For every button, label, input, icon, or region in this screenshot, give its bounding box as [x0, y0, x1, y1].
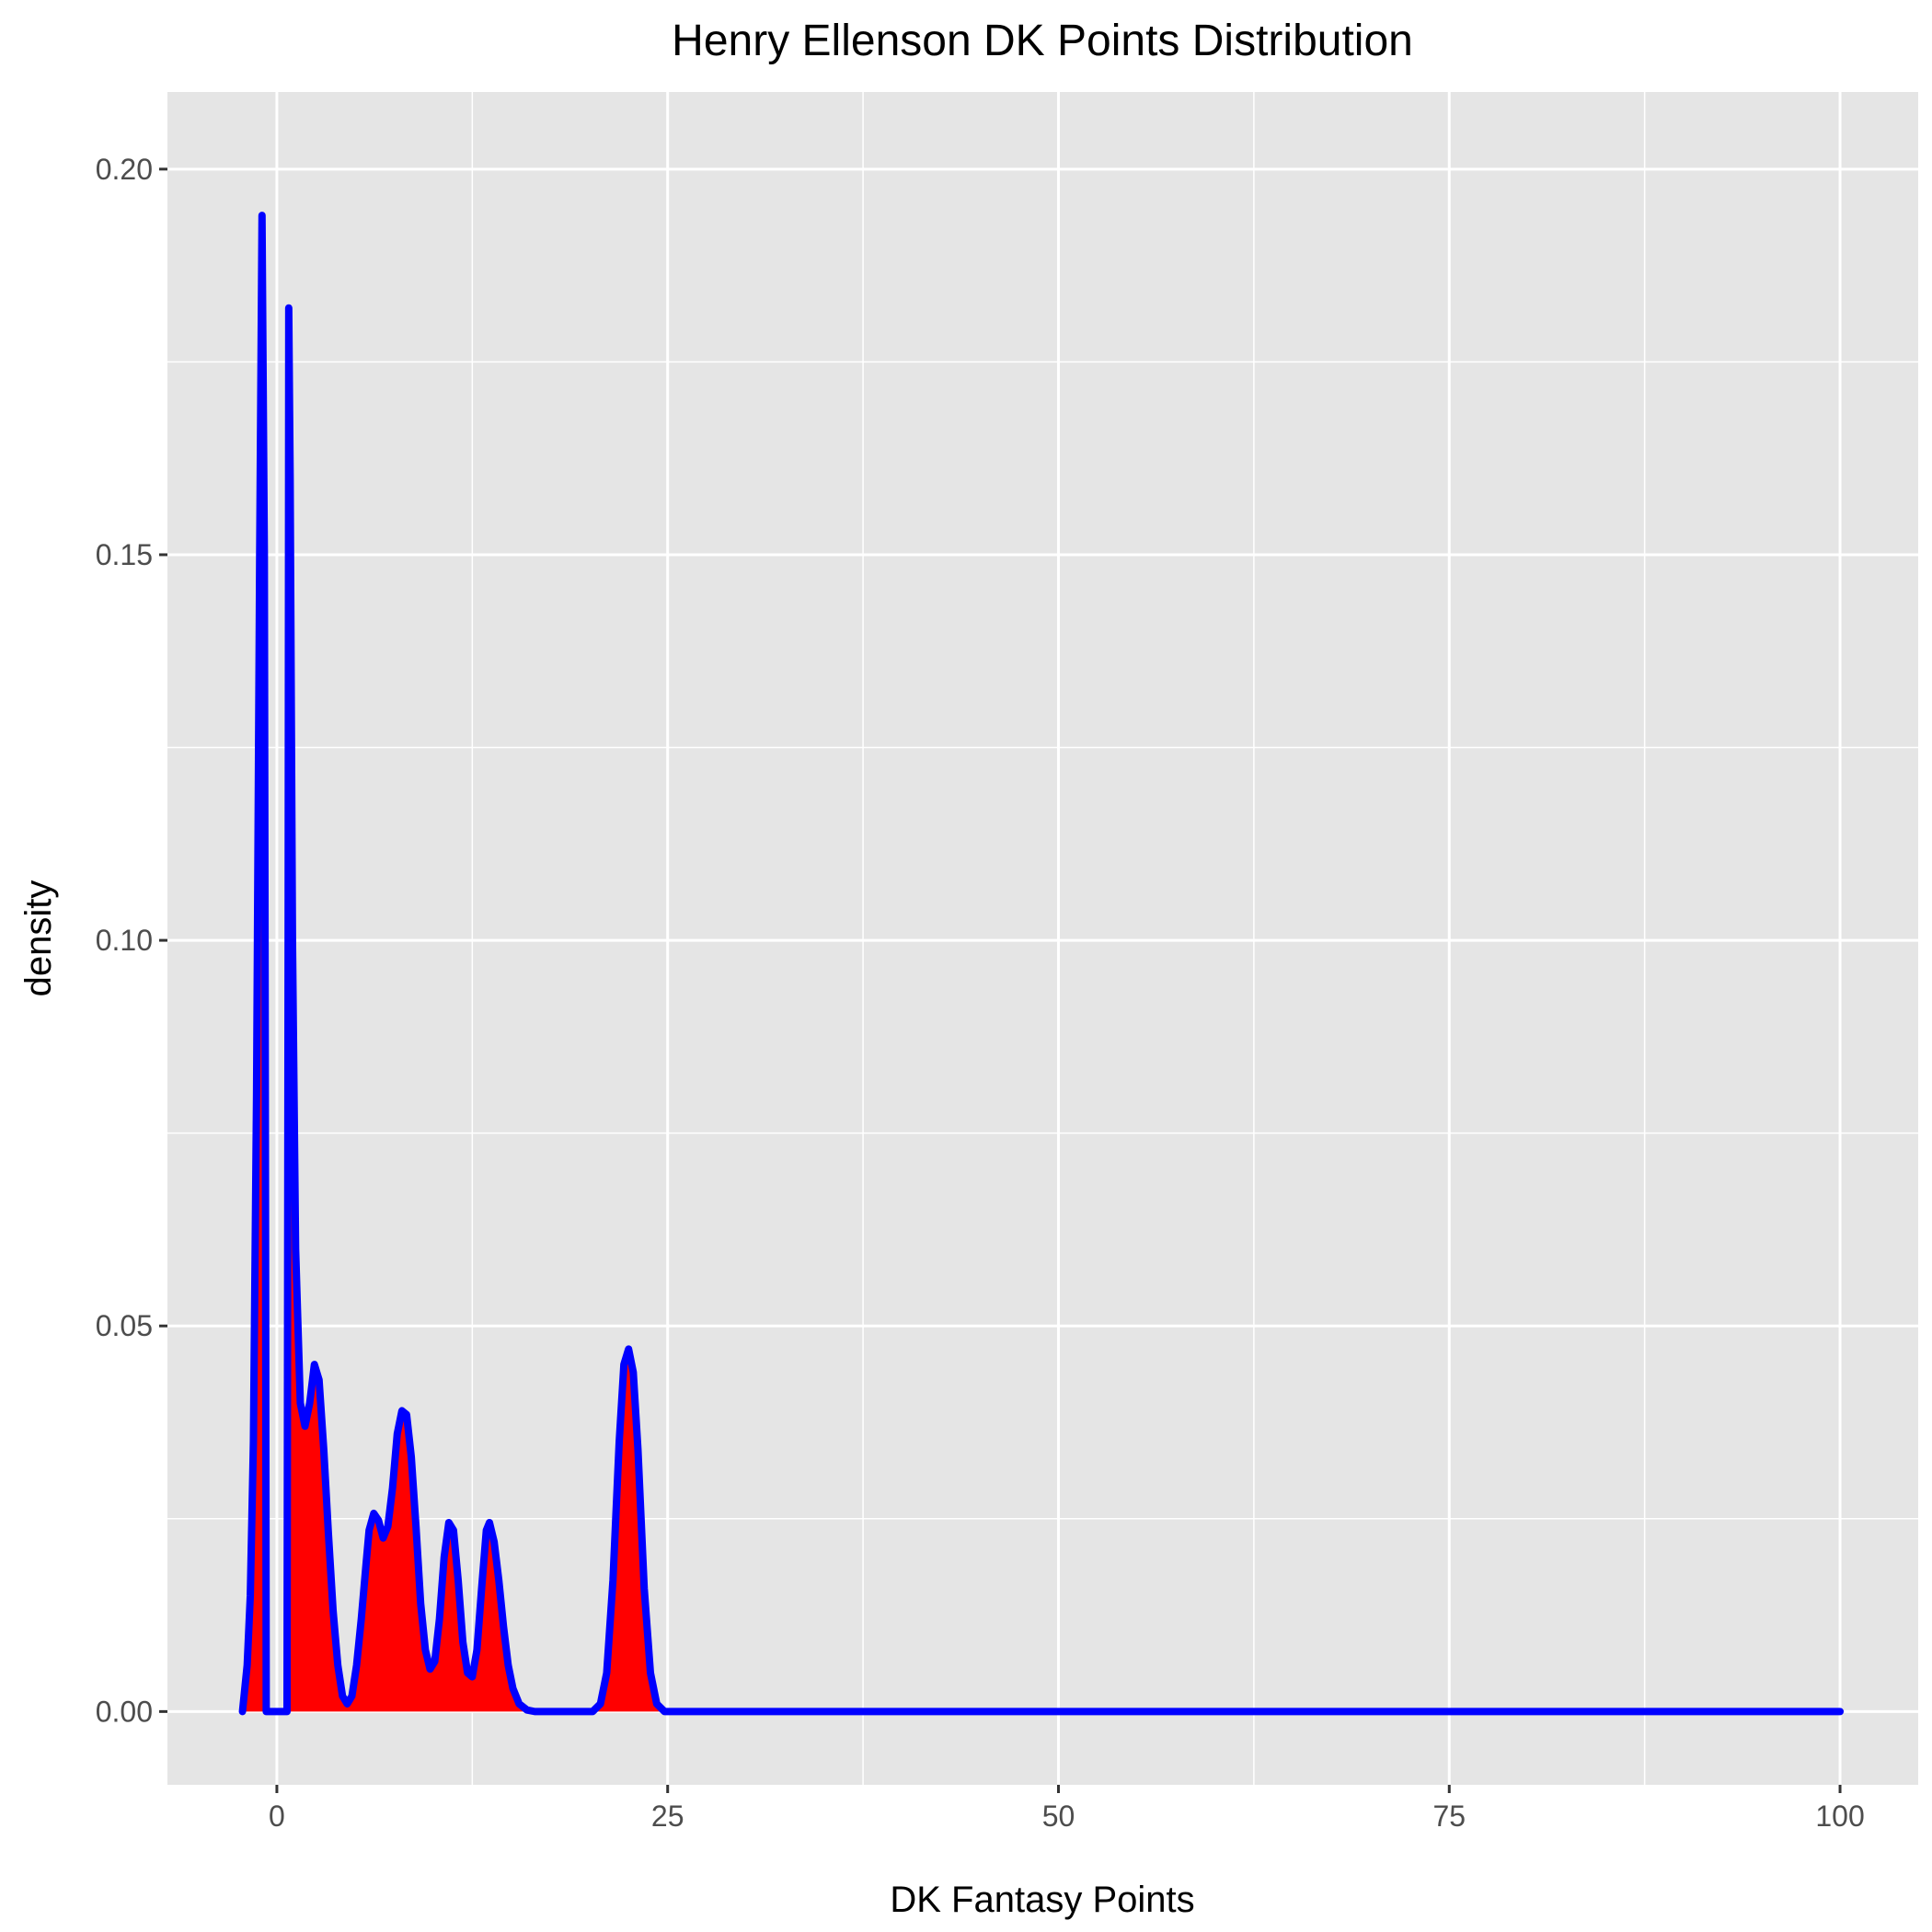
chart-title: Henry Ellenson DK Points Distribution: [672, 17, 1413, 65]
series-layer: [238, 212, 1845, 1716]
plot-panel: [167, 92, 1918, 1785]
y-tick-label: 0.15: [96, 538, 153, 571]
minor-gridlines: [167, 92, 1918, 1785]
x-tick-label: 75: [1432, 1800, 1466, 1833]
density-area-fill: [242, 215, 1841, 1712]
y-axis: 0.00 0.05 0.10 0.15 0.20: [96, 153, 167, 1728]
x-axis: 0 25 50 75 100: [269, 1785, 1865, 1833]
x-axis-title: DK Fantasy Points: [890, 1880, 1194, 1920]
x-tick-label: 100: [1815, 1800, 1864, 1833]
density-line: [238, 212, 1845, 1716]
y-tick-label: 0.10: [96, 924, 153, 957]
x-tick-label: 0: [269, 1800, 285, 1833]
x-tick-label: 50: [1042, 1800, 1075, 1833]
y-axis-title: density: [18, 880, 59, 997]
y-tick-label: 0.20: [96, 153, 153, 186]
y-tick-label: 0.00: [96, 1695, 153, 1728]
y-tick-label: 0.05: [96, 1309, 153, 1342]
x-tick-label: 25: [651, 1800, 684, 1833]
